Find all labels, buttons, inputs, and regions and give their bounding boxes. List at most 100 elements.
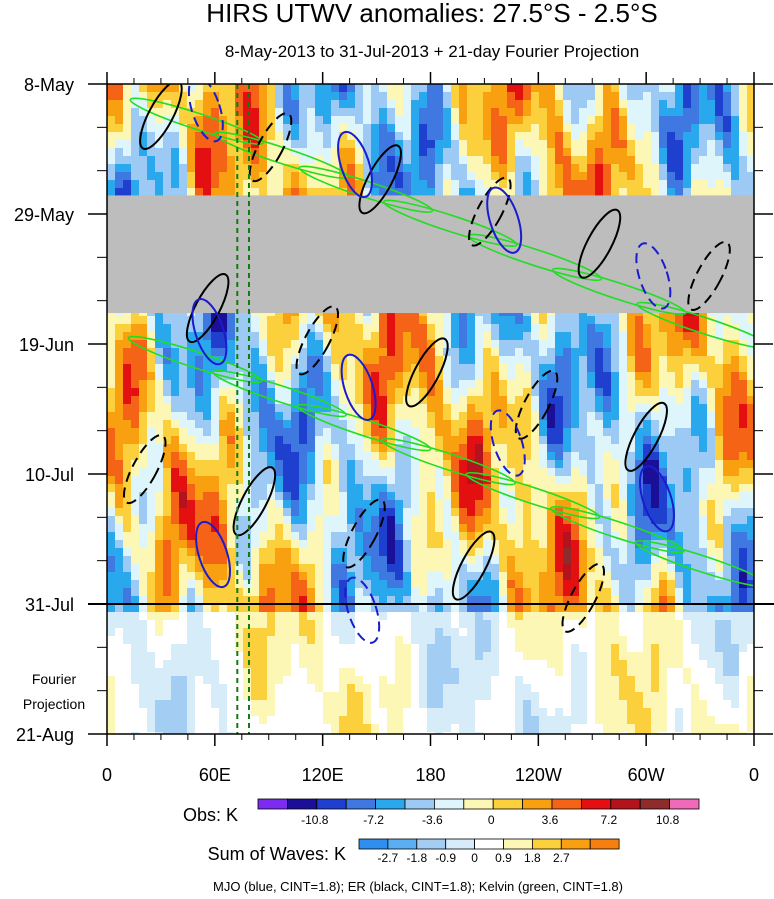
field-cell xyxy=(499,484,508,493)
field-cell xyxy=(643,420,652,429)
field-cell xyxy=(411,516,420,525)
field-cell xyxy=(707,556,716,565)
field-cell xyxy=(523,452,532,461)
field-cell xyxy=(387,124,396,133)
field-cell xyxy=(563,316,572,325)
field-cell xyxy=(371,476,380,485)
field-cell xyxy=(443,516,452,525)
field-cell xyxy=(347,524,356,533)
field-cell xyxy=(107,516,116,525)
field-cell xyxy=(491,500,500,509)
field-cell xyxy=(363,148,372,157)
field-cell xyxy=(299,188,308,197)
field-cell xyxy=(387,420,396,429)
field-cell xyxy=(323,444,332,453)
field-cell xyxy=(403,500,412,509)
field-cell xyxy=(107,84,116,93)
field-cell xyxy=(299,356,308,365)
field-cell xyxy=(203,428,212,437)
field-cell xyxy=(379,188,388,197)
field-cell xyxy=(539,444,548,453)
field-cell xyxy=(307,100,316,109)
field-cell xyxy=(499,380,508,389)
field-cell xyxy=(443,364,452,373)
field-cell xyxy=(115,508,124,517)
field-cell xyxy=(483,332,492,341)
field-cell xyxy=(707,468,716,477)
field-cell xyxy=(435,548,444,557)
field-cell xyxy=(659,548,668,557)
field-cell xyxy=(691,540,700,549)
field-cell xyxy=(427,452,436,461)
field-cell xyxy=(707,428,716,437)
field-cell xyxy=(603,412,612,421)
field-cell xyxy=(675,156,684,165)
field-cell xyxy=(683,564,692,573)
field-cell xyxy=(259,372,268,381)
field-cell xyxy=(243,516,252,525)
field-cell xyxy=(147,508,156,517)
field-cell xyxy=(163,492,172,501)
field-cell xyxy=(387,404,396,413)
field-cell xyxy=(267,380,276,389)
field-cell xyxy=(299,484,308,493)
field-cell xyxy=(611,340,620,349)
field-cell xyxy=(619,188,628,197)
field-cell xyxy=(403,540,412,549)
field-cell xyxy=(739,116,748,125)
field-cell xyxy=(483,532,492,541)
field-cell xyxy=(555,476,564,485)
field-cell xyxy=(139,172,148,181)
field-cell xyxy=(419,516,428,525)
field-cell xyxy=(187,420,196,429)
field-cell xyxy=(611,500,620,509)
field-cell xyxy=(131,396,140,405)
field-cell xyxy=(699,484,708,493)
field-cell xyxy=(563,516,572,525)
field-cell xyxy=(187,492,196,501)
field-cell xyxy=(547,524,556,533)
field-cell xyxy=(723,420,732,429)
field-cell xyxy=(499,164,508,173)
field-cell xyxy=(187,340,196,349)
field-cell xyxy=(595,84,604,93)
field-cell xyxy=(179,372,188,381)
field-cell xyxy=(275,532,284,541)
field-cell xyxy=(707,364,716,373)
field-cell xyxy=(419,372,428,381)
field-cell xyxy=(219,556,228,565)
field-cell xyxy=(283,412,292,421)
field-cell xyxy=(451,108,460,117)
field-cell xyxy=(155,156,164,165)
field-cell xyxy=(539,548,548,557)
field-cell xyxy=(563,148,572,157)
field-cell xyxy=(699,460,708,469)
field-cell xyxy=(459,164,468,173)
field-cell xyxy=(363,132,372,141)
field-cell xyxy=(539,348,548,357)
field-cell xyxy=(611,532,620,541)
field-cell xyxy=(483,84,492,93)
field-cell xyxy=(635,436,644,445)
field-cell xyxy=(579,420,588,429)
field-cell xyxy=(667,500,676,509)
field-cell xyxy=(235,148,244,157)
field-cell xyxy=(483,148,492,157)
field-cell xyxy=(259,356,268,365)
field-cell xyxy=(691,508,700,517)
field-cell xyxy=(395,540,404,549)
field-cell xyxy=(595,492,604,501)
field-cell xyxy=(411,404,420,413)
field-cell xyxy=(187,436,196,445)
field-cell xyxy=(651,516,660,525)
field-cell xyxy=(211,188,220,197)
field-cell xyxy=(299,172,308,181)
field-cell xyxy=(195,508,204,517)
field-cell xyxy=(243,348,252,357)
field-cell xyxy=(707,172,716,181)
field-cell xyxy=(691,404,700,413)
field-cell xyxy=(307,572,316,581)
field-cell xyxy=(555,188,564,197)
field-cell xyxy=(507,364,516,373)
